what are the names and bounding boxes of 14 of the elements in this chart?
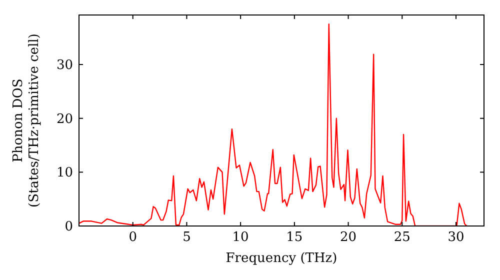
line-series	[79, 24, 468, 226]
x-axis-title: Frequency (THz)	[226, 251, 338, 266]
x-tick-label: 25	[394, 230, 410, 245]
y-tick-label: 0	[64, 220, 73, 234]
y-axis-title: Phonon DOS (States/THz·primitive cell)	[11, 33, 42, 208]
x-tick-label: 20	[340, 230, 357, 245]
y-tick-label: 20	[56, 112, 73, 127]
x-tick-label: 30	[448, 230, 464, 245]
y-tick-label: 30	[56, 58, 73, 74]
y-tick-label: 10	[56, 166, 73, 181]
x-tick-label: 0	[128, 230, 137, 245]
x-tick-label: 15	[286, 230, 303, 245]
x-tick-label: 5	[182, 230, 191, 245]
x-tick-label: 10	[232, 230, 249, 245]
